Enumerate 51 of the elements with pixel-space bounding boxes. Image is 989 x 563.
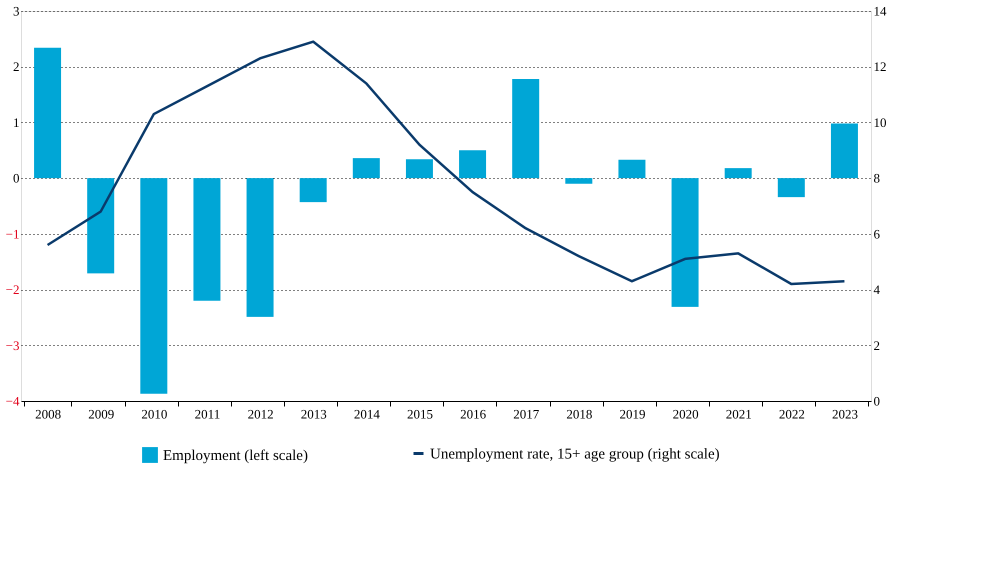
bar bbox=[246, 178, 274, 317]
y-tick-label: −4 bbox=[6, 394, 20, 408]
legend-label: Unemployment rate, 15+ age group (right scale) bbox=[430, 446, 720, 462]
y-tick-label: −3 bbox=[6, 338, 20, 353]
y2-tick-label: 12 bbox=[874, 59, 886, 74]
x-tick-label: 2010 bbox=[141, 406, 168, 422]
bar bbox=[778, 178, 805, 198]
x-tick-label: 2008 bbox=[35, 406, 62, 422]
x-tick-label: 2021 bbox=[726, 406, 752, 422]
y2-tick-label: 6 bbox=[874, 226, 880, 242]
x-tick-label: 2015 bbox=[406, 406, 433, 422]
y-tick-label: 3 bbox=[13, 4, 20, 18]
x-tick-label: 2017 bbox=[513, 406, 540, 422]
bar bbox=[140, 178, 168, 394]
y-tick-label: −1 bbox=[6, 226, 20, 242]
bar bbox=[618, 160, 646, 178]
y-tick-label: 2 bbox=[13, 59, 20, 74]
bar bbox=[724, 168, 752, 178]
x-tick-label: 2019 bbox=[619, 406, 646, 422]
y2-tick-label: 10 bbox=[874, 114, 886, 130]
bar bbox=[406, 159, 433, 178]
x-tick-label: 2009 bbox=[88, 406, 114, 422]
bar bbox=[830, 124, 858, 178]
bar bbox=[672, 178, 699, 307]
x-tick-label: 2014 bbox=[354, 406, 380, 422]
x-tick-label: 2018 bbox=[566, 406, 592, 422]
y2-tick-label: 0 bbox=[874, 394, 880, 408]
y2-tick-label: 14 bbox=[874, 4, 887, 18]
x-tick-label: 2011 bbox=[194, 406, 220, 422]
bar bbox=[193, 178, 220, 301]
y-tick-label: −2 bbox=[6, 282, 20, 298]
bar bbox=[300, 178, 327, 202]
x-tick-label: 2023 bbox=[832, 406, 858, 422]
bar bbox=[565, 178, 592, 184]
bar bbox=[352, 158, 380, 178]
y2-tick-label: 4 bbox=[874, 282, 880, 298]
y-tick-label: 0 bbox=[13, 170, 20, 186]
bar bbox=[87, 178, 114, 274]
y2-tick-label: 8 bbox=[874, 170, 880, 186]
x-tick-label: 2020 bbox=[672, 406, 699, 422]
x-tick-label: 2022 bbox=[778, 406, 805, 422]
legend-label: Employment (left scale) bbox=[163, 448, 308, 464]
y2-tick-label: 2 bbox=[874, 338, 880, 353]
x-tick-label: 2013 bbox=[300, 406, 327, 422]
y-tick-label: 1 bbox=[13, 114, 20, 130]
bar bbox=[459, 150, 486, 178]
bar bbox=[34, 48, 62, 178]
x-tick-label: 2012 bbox=[248, 406, 274, 422]
bar bbox=[512, 78, 540, 178]
x-tick-label: 2016 bbox=[460, 406, 487, 422]
line-series bbox=[46, 40, 846, 286]
